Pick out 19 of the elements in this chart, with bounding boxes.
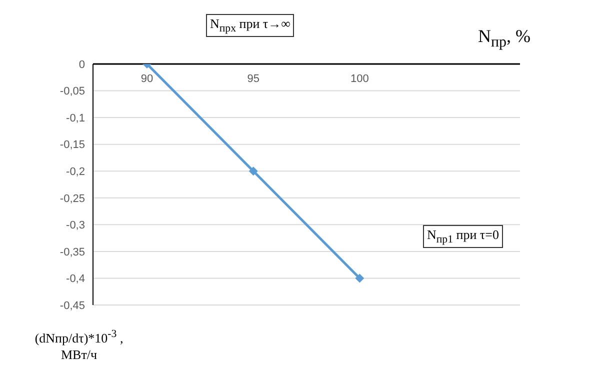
y-tick-label: -0,3 — [66, 220, 85, 232]
point — [248, 166, 258, 176]
x-tick-label: 100 — [350, 73, 369, 85]
y-tick-label: -0,15 — [60, 139, 85, 152]
annotation: N$_{пр1}$ при τ=0 — [423, 225, 503, 248]
text: N$_{прх}$ при τ→∞ — [206, 14, 294, 37]
y-tick-label: -0,45 — [60, 300, 85, 312]
x-tick-label: 95 — [247, 73, 260, 85]
y-tick-label: 0 — [78, 58, 85, 71]
y-tick-label: -0,35 — [60, 246, 85, 258]
y-tick-label: -0,2 — [66, 166, 85, 178]
x-axis-title: N$_{пр}$, % — [478, 26, 531, 52]
x-tick-label: 90 — [140, 73, 154, 85]
point — [355, 274, 364, 283]
y-tick-label: -0,05 — [60, 86, 85, 98]
y-tick-label: -0,1 — [66, 112, 85, 124]
text: (dNпр/dτ)*10$^{-3}$ , МВт/ч — [34, 328, 124, 362]
y-tick-label: -0,4 — [66, 273, 85, 286]
y-tick-label: -0,25 — [60, 192, 85, 205]
